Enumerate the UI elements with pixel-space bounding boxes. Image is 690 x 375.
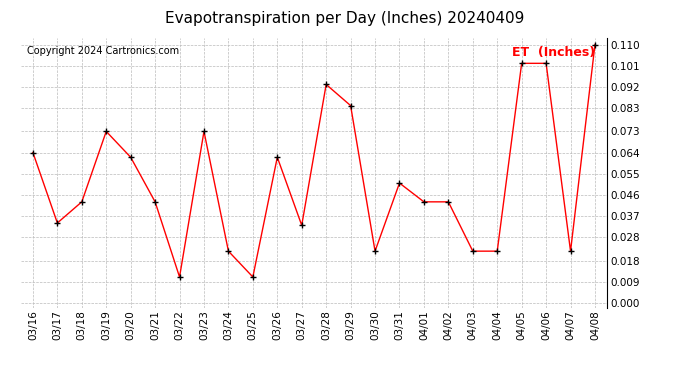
Text: ET  (Inches): ET (Inches) [513,46,595,58]
Text: Copyright 2024 Cartronics.com: Copyright 2024 Cartronics.com [26,46,179,56]
Text: Evapotranspiration per Day (Inches) 20240409: Evapotranspiration per Day (Inches) 2024… [166,11,524,26]
